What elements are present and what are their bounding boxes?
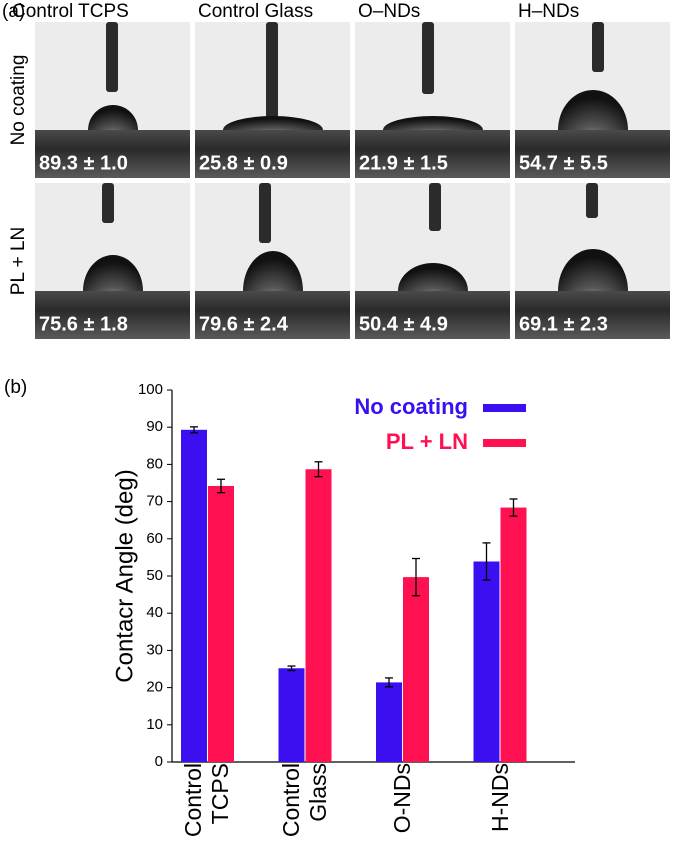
needle (106, 22, 118, 92)
needle (586, 183, 598, 218)
bar (181, 429, 207, 762)
legend-label: No coating (354, 394, 468, 419)
column-title: Control TCPS (12, 1, 129, 22)
bar (403, 577, 429, 762)
bar (278, 668, 305, 762)
column-title: Control Glass (198, 1, 313, 22)
photo: 21.9 ± 1.5 (355, 22, 510, 178)
y-tick-label: 20 (146, 679, 163, 696)
column-title: O–NDs (358, 1, 420, 22)
panel-label: (b) (4, 377, 27, 398)
row-title: PL + LN (8, 227, 29, 295)
substrate (515, 130, 670, 178)
needle (429, 183, 441, 231)
x-tick-label: Control TCPS (177, 763, 237, 853)
photo: 79.6 ± 2.4 (195, 183, 350, 339)
legend-label: PL + LN (386, 429, 468, 454)
substrate (355, 130, 510, 178)
cell-value: 79.6 ± 2.4 (199, 313, 289, 335)
x-tick-label: H-NDs (470, 763, 530, 853)
error-bar (412, 557, 420, 597)
y-tick-label: 10 (146, 716, 163, 733)
x-tick-text: Control TCPS (180, 763, 233, 838)
y-tick-label: 80 (146, 455, 163, 472)
cell-value: 75.6 ± 1.8 (39, 313, 128, 335)
needle (422, 22, 434, 94)
error-bar (385, 677, 393, 688)
error-bar (287, 665, 296, 672)
cell-value: 69.1 ± 2.3 (519, 313, 608, 335)
bar (500, 507, 527, 762)
photo: 25.8 ± 0.9 (195, 22, 350, 178)
needle (102, 183, 114, 223)
photo: 69.1 ± 2.3 (515, 183, 670, 339)
substrate (35, 291, 190, 339)
photo: 50.4 ± 4.9 (355, 183, 510, 339)
bar (305, 469, 332, 762)
y-axis-title: Contacr Angle (deg) (111, 469, 138, 682)
substrate (35, 130, 190, 178)
photo: 75.6 ± 1.8 (35, 183, 190, 339)
error-bar (509, 498, 518, 517)
y-tick-label: 40 (146, 604, 163, 621)
y-tick-label: 30 (146, 641, 163, 658)
cell-value: 25.8 ± 0.9 (199, 152, 288, 174)
row-title: No coating (8, 55, 29, 146)
needle (266, 22, 278, 122)
panel-label: (a) (2, 1, 25, 22)
x-tick-text: O-NDs (388, 763, 415, 834)
substrate (355, 291, 510, 339)
y-tick-label: 70 (146, 493, 163, 510)
x-tick-label: O-NDs (372, 763, 432, 853)
y-tick-label: 50 (146, 567, 163, 584)
legend-swatch (483, 404, 526, 412)
x-tick-text: Control Glass (277, 763, 331, 838)
cell-value: 50.4 ± 4.9 (359, 313, 448, 335)
cell-value: 21.9 ± 1.5 (359, 152, 448, 174)
y-tick-label: 90 (146, 418, 163, 435)
needle (592, 22, 604, 72)
x-tick-label: Control Glass (275, 763, 335, 853)
error-bar (482, 542, 491, 581)
cell-value: 54.7 ± 5.5 (519, 152, 608, 174)
cell-value: 89.3 ± 1.0 (39, 152, 128, 174)
photo: 54.7 ± 5.5 (515, 22, 670, 178)
x-tick-text: H-NDs (486, 763, 512, 832)
substrate (195, 291, 350, 339)
error-bar (314, 461, 323, 478)
error-bar (190, 426, 198, 434)
bar (473, 561, 500, 762)
y-tick-label: 100 (138, 381, 163, 398)
column-title: H–NDs (518, 1, 579, 22)
bar (376, 682, 402, 762)
legend-swatch (483, 439, 526, 447)
bar (208, 485, 234, 762)
substrate (515, 291, 670, 339)
needle (259, 183, 271, 243)
substrate (195, 130, 350, 178)
photo: 89.3 ± 1.0 (35, 22, 190, 178)
y-tick-label: 60 (146, 530, 163, 547)
y-tick-label: 0 (155, 753, 163, 770)
error-bar (217, 478, 225, 494)
